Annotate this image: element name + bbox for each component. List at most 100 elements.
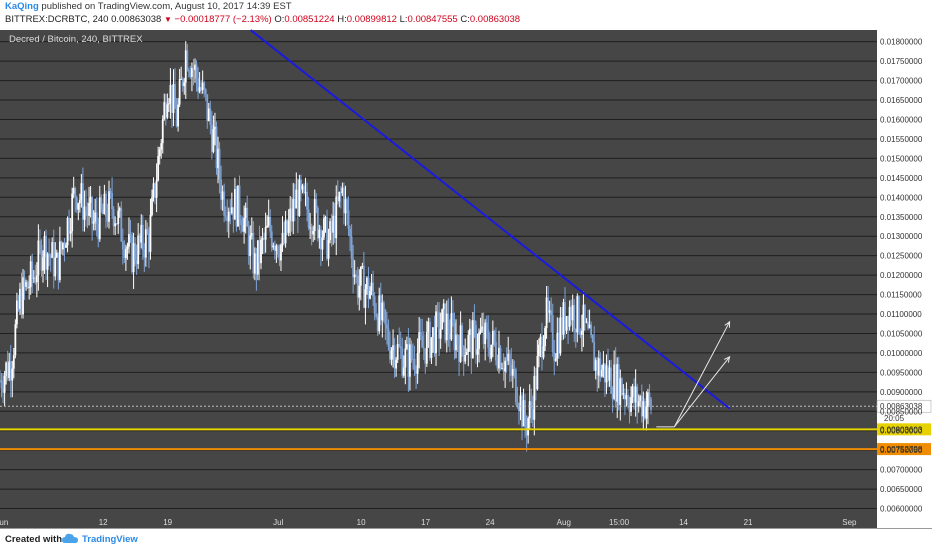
- candle-body: [253, 253, 256, 274]
- candle-body: [639, 396, 642, 402]
- price-tick-label: 0.01050000: [880, 329, 923, 338]
- candle-body: [393, 345, 396, 369]
- candle-body: [584, 304, 586, 323]
- candle-body: [623, 393, 626, 400]
- candle-body: [22, 277, 24, 315]
- candle-body: [350, 236, 353, 259]
- candle-body: [521, 395, 523, 427]
- candle-body: [378, 295, 381, 332]
- candle-body: [74, 188, 77, 197]
- publication-line: KaQing published on TradingView.com, Aug…: [5, 1, 292, 12]
- tradingview-brand[interactable]: TradingView: [82, 534, 138, 545]
- candle-body: [98, 197, 101, 240]
- time-axis[interactable]: Jun 12 19 Jul 10 17 24 Aug 15:00 14 21 Sep: [0, 518, 932, 529]
- candle-body: [115, 223, 118, 225]
- chart-header: KaQing published on TradingView.com, Aug…: [0, 0, 932, 30]
- time-tick-label: 21: [744, 518, 753, 527]
- candle-body: [287, 220, 290, 233]
- candle-body: [189, 71, 192, 77]
- price-axis[interactable]: 0.00600000 0.00650000 0.00700000 0.00750000…: [880, 38, 923, 514]
- candle-body: [221, 191, 224, 200]
- candle-body: [349, 228, 351, 237]
- candle-body: [324, 217, 327, 219]
- candle-body: [177, 104, 180, 127]
- author-name[interactable]: KaQing: [5, 1, 39, 12]
- candle-body: [106, 216, 109, 222]
- candle-body: [54, 257, 57, 277]
- candle-body: [252, 233, 255, 274]
- projection-arrow-line: [673, 321, 731, 428]
- footer: Created with TradingView: [0, 529, 932, 550]
- price-tick-label: 0.00600000: [880, 505, 923, 514]
- candle-body: [235, 189, 238, 227]
- candle-body: [370, 282, 373, 292]
- price-tick-label: 0.01650000: [880, 96, 923, 105]
- candle-body: [642, 401, 645, 417]
- candle-body: [158, 149, 161, 157]
- price-tick-label: 0.01300000: [880, 232, 923, 241]
- candle-body: [356, 275, 359, 298]
- candle-body: [230, 207, 233, 214]
- candle-body: [62, 243, 64, 250]
- candle-body: [135, 260, 138, 265]
- candle-body: [347, 210, 350, 229]
- grid-lines: [0, 41, 877, 510]
- candle-body: [194, 64, 196, 70]
- candle-body: [19, 288, 21, 309]
- candle-body: [527, 418, 530, 436]
- candle-body: [545, 297, 548, 329]
- open-value: 0.00851224: [284, 14, 335, 25]
- level-price-label: 0.00803603: [880, 425, 923, 434]
- candle-body: [577, 296, 580, 332]
- candle-body: [444, 303, 447, 341]
- candle-body: [465, 352, 468, 355]
- candlestick-series: [0, 41, 652, 452]
- candle-body: [86, 211, 89, 216]
- candle-body: [559, 317, 562, 354]
- candle-body: [567, 316, 569, 327]
- candle-body: [126, 246, 129, 249]
- candle-body: [550, 310, 553, 316]
- candle-body: [28, 287, 31, 289]
- candle-body: [571, 305, 574, 321]
- candle-body: [327, 239, 330, 259]
- candle-body: [547, 297, 550, 313]
- candle-body: [292, 198, 295, 222]
- price-tick-label: 0.01350000: [880, 213, 923, 222]
- candle-body: [111, 192, 113, 209]
- candle-body: [452, 313, 454, 323]
- candle-body: [109, 191, 112, 193]
- candle-body: [353, 274, 356, 278]
- candle-body: [576, 296, 579, 333]
- low-label: L:: [399, 14, 408, 25]
- candle-body: [146, 229, 149, 234]
- candle-body: [223, 191, 226, 216]
- candle-body: [376, 317, 379, 332]
- candle-body: [229, 211, 232, 214]
- candle-body: [91, 197, 94, 224]
- symbol-label: BITTREX:DCRBTC, 240: [5, 14, 109, 25]
- candle-body: [528, 401, 531, 419]
- candle-body: [295, 189, 298, 209]
- candle-body: [49, 255, 52, 258]
- candle-body: [625, 395, 628, 400]
- candle-body: [52, 242, 55, 277]
- candle-body: [124, 248, 127, 259]
- candle-body: [553, 352, 556, 361]
- candle-body: [191, 67, 193, 77]
- candle-body: [280, 244, 282, 261]
- candle-body: [118, 208, 121, 211]
- candle-body: [249, 235, 252, 256]
- candle-body: [602, 363, 605, 371]
- candle-body: [607, 365, 609, 381]
- candle-body: [17, 300, 20, 309]
- candle-body: [97, 224, 100, 240]
- candle-body: [399, 346, 402, 349]
- candle-body: [132, 243, 135, 273]
- candle-body: [258, 240, 261, 264]
- price-tick-label: 0.00900000: [880, 388, 923, 397]
- time-axis-line: [0, 528, 932, 529]
- candle-body: [217, 148, 219, 169]
- candle-body: [630, 397, 632, 412]
